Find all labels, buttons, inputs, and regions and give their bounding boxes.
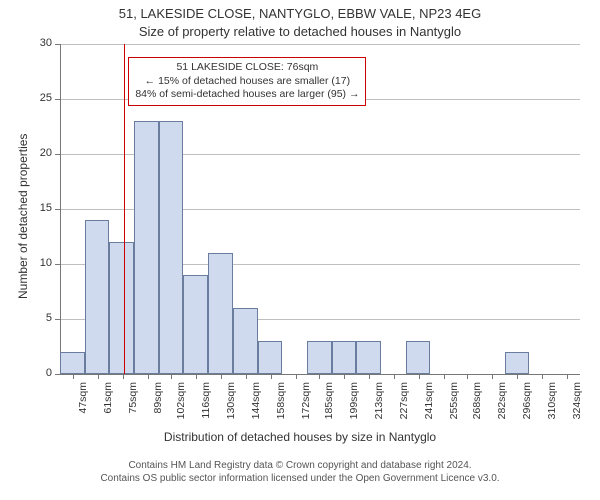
y-tick-label: 10 bbox=[30, 257, 52, 269]
x-tick-mark bbox=[467, 374, 468, 379]
x-tick-label: 47sqm bbox=[77, 382, 89, 430]
x-tick-label: 116sqm bbox=[200, 382, 212, 430]
reference-info-line: 84% of semi-detached houses are larger (… bbox=[135, 88, 359, 102]
title-main: 51, LAKESIDE CLOSE, NANTYGLO, EBBW VALE,… bbox=[0, 6, 600, 21]
x-tick-label: 185sqm bbox=[323, 382, 335, 430]
x-tick-mark bbox=[148, 374, 149, 379]
x-tick-label: 241sqm bbox=[423, 382, 435, 430]
plot-area: 51 LAKESIDE CLOSE: 76sqm← 15% of detache… bbox=[60, 44, 580, 374]
histogram-bar bbox=[183, 275, 208, 374]
x-tick-label: 158sqm bbox=[275, 382, 287, 430]
x-tick-mark bbox=[171, 374, 172, 379]
x-tick-mark bbox=[444, 374, 445, 379]
reference-info-line: ← 15% of detached houses are smaller (17… bbox=[135, 75, 359, 89]
x-tick-mark bbox=[542, 374, 543, 379]
y-tick-label: 30 bbox=[30, 37, 52, 49]
histogram-bar bbox=[406, 341, 431, 374]
histogram-bar bbox=[233, 308, 258, 374]
x-tick-mark bbox=[196, 374, 197, 379]
x-tick-label: 89sqm bbox=[152, 382, 164, 430]
x-tick-label: 213sqm bbox=[373, 382, 385, 430]
x-tick-label: 199sqm bbox=[348, 382, 360, 430]
x-tick-mark bbox=[221, 374, 222, 379]
x-tick-label: 75sqm bbox=[127, 382, 139, 430]
x-axis-caption: Distribution of detached houses by size … bbox=[0, 430, 600, 444]
x-tick-mark bbox=[296, 374, 297, 379]
x-tick-label: 310sqm bbox=[546, 382, 558, 430]
footnote-line1: Contains HM Land Registry data © Crown c… bbox=[128, 460, 471, 471]
reference-info-line: 51 LAKESIDE CLOSE: 76sqm bbox=[135, 61, 359, 75]
x-tick-label: 61sqm bbox=[102, 382, 114, 430]
y-axis-line bbox=[60, 44, 61, 374]
histogram-bar bbox=[505, 352, 530, 374]
y-tick-label: 0 bbox=[30, 367, 52, 379]
footnote-line2: Contains OS public sector information li… bbox=[100, 473, 499, 484]
x-tick-mark bbox=[319, 374, 320, 379]
x-tick-mark bbox=[123, 374, 124, 379]
grid-line bbox=[60, 44, 580, 45]
x-tick-label: 255sqm bbox=[448, 382, 460, 430]
x-tick-mark bbox=[517, 374, 518, 379]
x-tick-mark bbox=[98, 374, 99, 379]
y-tick-label: 15 bbox=[30, 202, 52, 214]
histogram-bar bbox=[208, 253, 233, 374]
x-tick-mark bbox=[567, 374, 568, 379]
x-tick-label: 268sqm bbox=[471, 382, 483, 430]
reference-info-box: 51 LAKESIDE CLOSE: 76sqm← 15% of detache… bbox=[128, 57, 366, 106]
x-tick-label: 102sqm bbox=[175, 382, 187, 430]
footnote: Contains HM Land Registry data © Crown c… bbox=[0, 460, 600, 485]
x-tick-mark bbox=[344, 374, 345, 379]
y-tick-label: 20 bbox=[30, 147, 52, 159]
chart-container: 51, LAKESIDE CLOSE, NANTYGLO, EBBW VALE,… bbox=[0, 0, 600, 500]
x-tick-label: 172sqm bbox=[300, 382, 312, 430]
histogram-bar bbox=[258, 341, 283, 374]
x-tick-label: 324sqm bbox=[571, 382, 583, 430]
x-tick-label: 296sqm bbox=[521, 382, 533, 430]
x-tick-mark bbox=[394, 374, 395, 379]
histogram-bar bbox=[307, 341, 332, 374]
histogram-bar bbox=[109, 242, 134, 374]
y-axis-label: Number of detached properties bbox=[16, 134, 30, 299]
x-tick-mark bbox=[73, 374, 74, 379]
x-tick-mark bbox=[492, 374, 493, 379]
histogram-bar bbox=[159, 121, 184, 374]
x-tick-label: 282sqm bbox=[496, 382, 508, 430]
histogram-bar bbox=[85, 220, 110, 374]
y-tick-label: 25 bbox=[30, 92, 52, 104]
x-tick-label: 144sqm bbox=[250, 382, 262, 430]
x-tick-mark bbox=[419, 374, 420, 379]
x-tick-label: 130sqm bbox=[225, 382, 237, 430]
x-tick-mark bbox=[369, 374, 370, 379]
x-tick-mark bbox=[271, 374, 272, 379]
histogram-bar bbox=[60, 352, 85, 374]
x-tick-mark bbox=[246, 374, 247, 379]
histogram-bar bbox=[332, 341, 357, 374]
y-tick-label: 5 bbox=[30, 312, 52, 324]
histogram-bar bbox=[134, 121, 159, 374]
reference-line bbox=[124, 44, 125, 374]
x-tick-label: 227sqm bbox=[398, 382, 410, 430]
histogram-bar bbox=[356, 341, 381, 374]
title-sub: Size of property relative to detached ho… bbox=[0, 24, 600, 39]
